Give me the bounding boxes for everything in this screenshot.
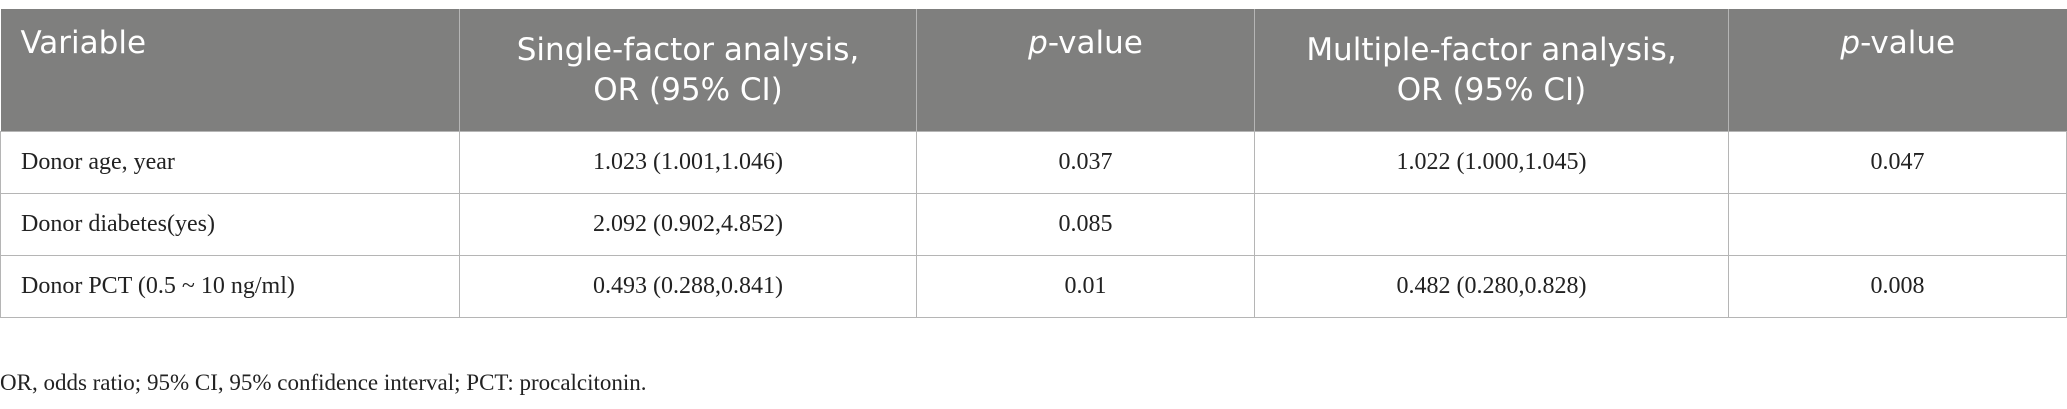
header-line: Multiple-factor analysis, — [1306, 32, 1677, 68]
cell: 1.022 (1.000,1.045) — [1254, 131, 1729, 194]
header-italic: p — [1028, 25, 1048, 61]
header-cell: p-value — [916, 9, 1255, 132]
cell: Donor diabetes(yes) — [0, 193, 460, 256]
cell: 1.023 (1.001,1.046) — [459, 131, 917, 194]
cell: Donor PCT (0.5 ~ 10 ng/ml) — [0, 255, 460, 318]
cell — [1728, 193, 2067, 256]
cell: 0.085 — [916, 193, 1255, 256]
header-line: Single-factor analysis, — [516, 32, 860, 68]
row: Donor age, year 1.023 (1.001,1.046) 0.03… — [0, 131, 2067, 194]
header-cell: Single-factor analysis, OR (95% CI) — [459, 9, 917, 132]
header-italic: p — [1840, 25, 1861, 61]
cell: 0.01 — [916, 255, 1255, 318]
cell: 0.047 — [1728, 131, 2067, 194]
cell: 0.037 — [916, 131, 1255, 194]
cell — [1254, 193, 1729, 256]
header-line: OR (95% CI) — [593, 72, 783, 108]
cell: 0.008 — [1728, 255, 2067, 318]
cell: Donor age, year — [0, 131, 460, 194]
results-table: Variable Single-factor analysis, OR (95% … — [0, 9, 2067, 318]
cell: 0.482 (0.280,0.828) — [1254, 255, 1729, 318]
header-text: -value — [1860, 25, 1956, 61]
row: Donor diabetes(yes) 2.092 (0.902,4.852) … — [0, 193, 2067, 256]
header-cell: p-value — [1728, 9, 2067, 132]
cell: 0.493 (0.288,0.841) — [459, 255, 917, 318]
header-cell: Multiple-factor analysis, OR (95% CI) — [1254, 9, 1729, 132]
header-text: -value — [1047, 25, 1143, 61]
footnote: OR, odds ratio; 95% CI, 95% confidence i… — [0, 370, 647, 395]
header-row: Variable Single-factor analysis, OR (95% … — [0, 9, 2067, 132]
cell: 2.092 (0.902,4.852) — [459, 193, 917, 256]
header-line: OR (95% CI) — [1396, 72, 1587, 108]
row: Donor PCT (0.5 ~ 10 ng/ml) 0.493 (0.288,… — [0, 255, 2067, 318]
header-cell: Variable — [0, 9, 460, 132]
